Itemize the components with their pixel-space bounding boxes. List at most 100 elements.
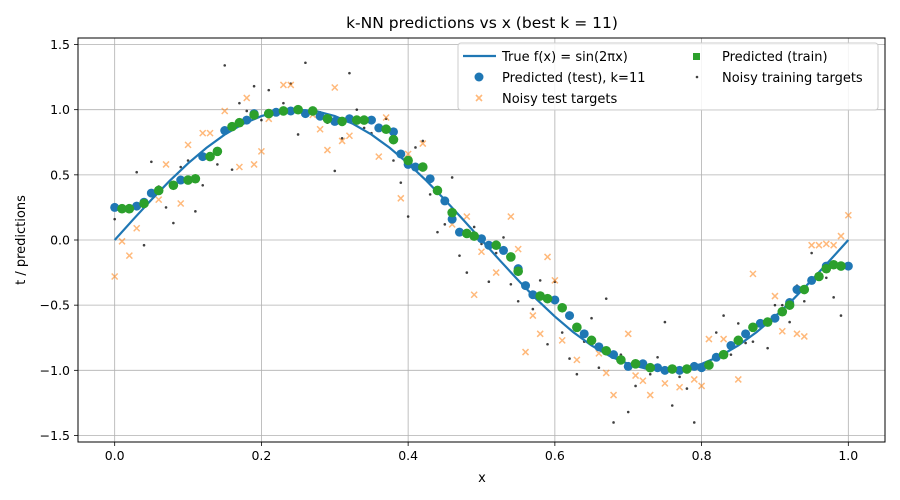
pred-test-point — [675, 365, 685, 375]
noisy-test-point — [602, 369, 610, 377]
pred-test-point — [528, 290, 538, 300]
noisy-test-point — [837, 232, 845, 240]
noisy-test-point — [646, 391, 654, 399]
pred-test-point — [550, 295, 560, 305]
noisy-test-point — [287, 81, 295, 89]
pred-test-point — [132, 201, 142, 211]
noisy-test-point — [345, 132, 353, 140]
noisy-train-point — [135, 170, 138, 174]
noisy-test-point — [624, 330, 632, 338]
noisy-train-point — [590, 316, 593, 320]
pred-train-point — [718, 349, 729, 360]
pred-train-point — [307, 106, 318, 116]
pred-train-point — [645, 362, 656, 373]
noisy-test-point — [463, 213, 471, 221]
noisy-test-point — [184, 141, 192, 149]
pred-train-point — [183, 175, 193, 185]
pred-train-point — [403, 155, 413, 166]
pred-train-point — [828, 259, 839, 270]
pred-test-point — [609, 350, 619, 360]
noisy-train-point — [729, 353, 733, 356]
pred-train-point — [535, 291, 545, 301]
noisy-train-point — [282, 101, 285, 105]
pred-train-point — [117, 203, 127, 214]
pred-test-point — [198, 152, 208, 162]
noisy-test-point — [111, 272, 119, 281]
noisy-test-point — [338, 137, 346, 145]
noisy-test-point — [536, 330, 544, 338]
noisy-test-point — [162, 160, 170, 168]
pred-train-point — [821, 263, 832, 274]
noisy-train-point — [150, 160, 153, 164]
noisy-test-point — [279, 81, 287, 89]
pred-test-point — [689, 361, 699, 371]
noisy-train-point — [238, 101, 241, 105]
legend-noisy-test-swatch — [475, 94, 483, 102]
pred-test-point — [110, 202, 120, 212]
noisy-train-point — [634, 384, 637, 388]
noisy-train-point — [692, 421, 696, 424]
noisy-test-point — [492, 269, 500, 277]
noisy-test-point — [206, 129, 214, 137]
pred-test-point — [447, 214, 457, 224]
pred-train-point — [586, 335, 597, 346]
noisy-test-point — [235, 163, 243, 171]
noisy-test-point — [382, 113, 390, 122]
plot-area — [110, 61, 853, 424]
noisy-test-point — [316, 125, 324, 133]
pred-train-point — [249, 110, 259, 120]
y-tick-label: 1.0 — [50, 102, 70, 117]
pred-test-point — [755, 318, 765, 328]
noisy-train-point — [223, 64, 227, 67]
pred-train-point — [630, 359, 641, 369]
chart-title: k-NN predictions vs x (best k = 11) — [346, 14, 618, 32]
pred-train-point — [557, 302, 567, 313]
pred-test-point — [344, 114, 354, 124]
y-tick-label: −1.5 — [40, 428, 70, 443]
noisy-test-point — [793, 330, 801, 338]
legend-label-pred-train: Predicted (train) — [722, 50, 828, 65]
noisy-train-point — [348, 71, 351, 75]
noisy-train-point — [825, 276, 828, 280]
legend-noisy-train-swatch — [695, 75, 699, 79]
pred-train-point — [616, 355, 626, 365]
pred-train-point — [682, 364, 692, 374]
noisy-train-point — [450, 176, 454, 179]
noisy-test-point — [243, 94, 251, 102]
noisy-train-point — [443, 223, 447, 226]
noisy-test-point — [661, 379, 669, 387]
noisy-train-point — [744, 341, 747, 345]
noisy-train-point — [670, 404, 674, 407]
noisy-test-point — [639, 377, 647, 385]
noisy-train-point — [414, 146, 417, 149]
pred-train-point — [234, 117, 245, 128]
noisy-train-point — [626, 410, 630, 414]
noisy-train-point — [428, 193, 432, 196]
axis-ticks: 0.0 0.2 0.4 0.6 0.8 1.0 −1.5 −1.0 −0.5 0.0 0.5 1.0 1… — [40, 37, 859, 463]
pred-train-point — [542, 293, 553, 304]
noisy-train-point — [392, 159, 395, 162]
noisy-train-point — [751, 340, 755, 343]
noisy-train-point — [436, 230, 439, 234]
noisy-train-point — [201, 183, 205, 187]
noisy-train-point — [531, 307, 535, 311]
noisy-train-point — [487, 280, 491, 284]
noisy-train-point — [406, 215, 410, 218]
noisy-train-point — [304, 61, 307, 65]
noisy-test-point — [690, 375, 698, 383]
noisy-test-point — [698, 382, 706, 390]
noisy-train-point — [362, 126, 366, 130]
noisy-test-point — [470, 291, 478, 299]
pred-train-point — [667, 364, 678, 374]
pred-test-point — [565, 311, 575, 321]
pred-test-point — [843, 261, 853, 271]
pred-test-point — [711, 352, 721, 362]
pred-test-point — [440, 196, 450, 206]
legend-label-pred-test: Predicted (test), k=11 — [502, 71, 646, 86]
pred-test-point — [410, 162, 420, 172]
noisy-train-point — [355, 108, 359, 111]
noisy-train-point — [839, 314, 843, 317]
pred-train-point — [462, 228, 472, 239]
pred-train-point — [278, 106, 289, 116]
